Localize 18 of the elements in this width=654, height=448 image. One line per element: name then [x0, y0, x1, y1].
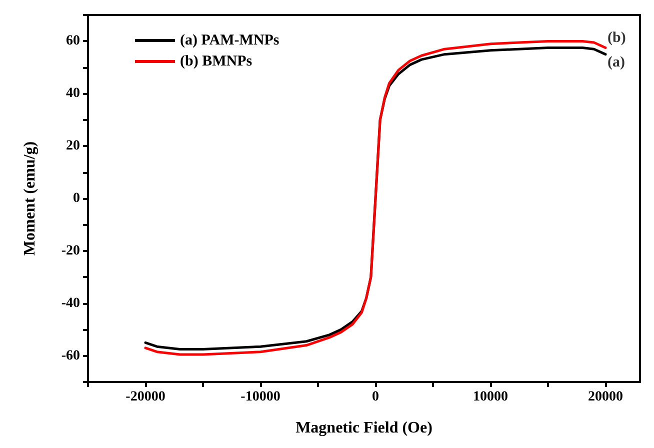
legend-label: (b) BMNPs [180, 54, 252, 70]
x-tick-label: 20000 [588, 390, 623, 404]
y-tick-label: 0 [73, 191, 80, 206]
x-axis-title: Magnetic Field (Oe) [296, 420, 432, 436]
annotation: (b) [608, 30, 626, 46]
y-tick-label: 20 [66, 138, 80, 154]
x-tick-label: -20000 [126, 390, 166, 404]
y-tick-label: -60 [61, 348, 80, 364]
y-tick-label: 40 [66, 86, 80, 102]
y-tick-label: 60 [66, 34, 80, 49]
x-tick-label: 10000 [473, 390, 508, 404]
y-tick-label: -40 [61, 296, 80, 311]
x-tick-label: 0 [372, 390, 379, 404]
annotation: (a) [608, 54, 625, 70]
legend-label: (a) PAM-MNPs [180, 32, 280, 48]
y-axis-title: Moment (emu/g) [22, 141, 38, 256]
y-tick-label: -20 [61, 243, 80, 258]
x-tick-label: -10000 [240, 390, 280, 404]
